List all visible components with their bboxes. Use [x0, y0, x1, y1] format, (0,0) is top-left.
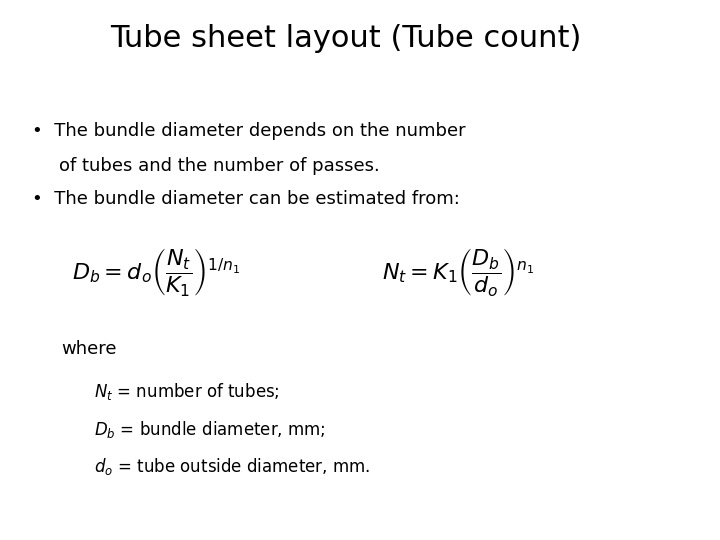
Text: $N_t$ = number of tubes;: $N_t$ = number of tubes; [94, 381, 279, 402]
Text: $D_b$ = bundle diameter, mm;: $D_b$ = bundle diameter, mm; [94, 418, 325, 440]
Text: where: where [61, 340, 117, 358]
Text: Tube sheet layout (Tube count): Tube sheet layout (Tube count) [110, 24, 581, 53]
Text: •  The bundle diameter depends on the number: • The bundle diameter depends on the num… [32, 122, 466, 139]
Text: $D_b = d_o \left(\dfrac{N_t}{K_1}\right)^{1/n_1}$: $D_b = d_o \left(\dfrac{N_t}{K_1}\right)… [72, 246, 240, 298]
Text: of tubes and the number of passes.: of tubes and the number of passes. [59, 157, 379, 174]
Text: $N_t = K_1 \left(\dfrac{D_b}{d_o}\right)^{n_1}$: $N_t = K_1 \left(\dfrac{D_b}{d_o}\right)… [382, 246, 534, 298]
Text: •  The bundle diameter can be estimated from:: • The bundle diameter can be estimated f… [32, 190, 460, 208]
Text: $d_o$ = tube outside diameter, mm.: $d_o$ = tube outside diameter, mm. [94, 456, 370, 477]
